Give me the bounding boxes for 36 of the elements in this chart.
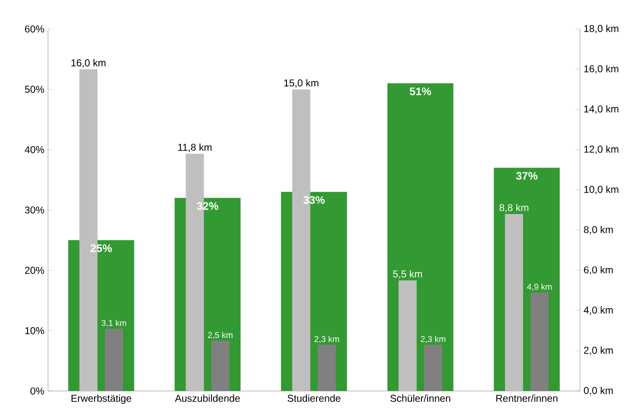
y2-tick-label: 6,0 km — [584, 266, 613, 275]
y-tick-label: 20% — [25, 266, 44, 274]
data-label: 2,3 km — [314, 336, 339, 344]
x-tick-label: Schüler/innen — [390, 394, 450, 402]
data-label: 5,5 km — [393, 270, 422, 279]
data-label: 2,5 km — [208, 332, 233, 340]
y2-tick-label: 8,0 km — [584, 226, 613, 234]
x-tick-label: Studierende — [288, 394, 340, 402]
y-tick-label: 10% — [25, 327, 44, 334]
y2-tick-label: 10,0 km — [584, 186, 618, 194]
data-label: 4,9 km — [527, 284, 552, 291]
y-tick-label: 40% — [24, 146, 44, 154]
y-tick-label: 50% — [24, 86, 44, 93]
y2-tick-label: 16,0 km — [584, 64, 618, 74]
data-label: 2,3 km — [420, 336, 446, 344]
data-label: 15,0 km — [284, 79, 318, 88]
y2-tick-label: 4,0 km — [584, 306, 613, 315]
y-tick-label: 60% — [25, 25, 44, 33]
x-tick-label: Erwerbstätige — [72, 394, 132, 404]
data-label: 51% — [410, 87, 432, 96]
bar — [398, 280, 417, 391]
y-tick-label: 30% — [24, 206, 44, 214]
data-label: 3,1 km — [102, 320, 126, 327]
data-label: 11,8 km — [178, 144, 212, 152]
y-tick-label: 0% — [30, 387, 44, 395]
y2-tick-label: 0,0 km — [584, 386, 613, 396]
y2-tick-label: 14,0 km — [584, 105, 618, 114]
x-tick-label: Auszubildende — [174, 394, 240, 402]
data-label: 8,8 km — [500, 204, 528, 212]
y2-tick-label: 2,0 km — [584, 346, 613, 356]
y2-tick-label: 12,0 km — [584, 145, 618, 154]
y2-tick-label: 18,0 km — [584, 24, 618, 34]
data-label: 37% — [516, 172, 538, 180]
bar — [504, 214, 524, 391]
data-label: 16,0 km — [71, 59, 106, 68]
x-tick-label: Rentner/innen — [496, 394, 558, 402]
